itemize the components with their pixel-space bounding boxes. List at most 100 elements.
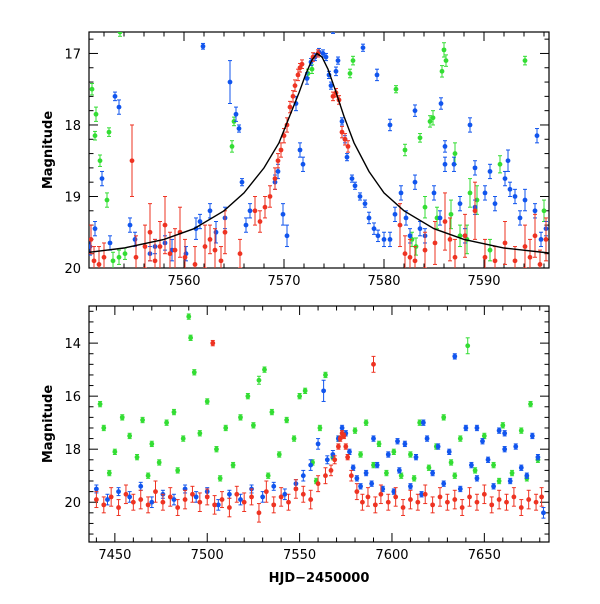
data-point xyxy=(323,54,329,60)
data-point xyxy=(354,489,360,495)
data-point xyxy=(108,494,114,500)
data-point xyxy=(117,32,123,35)
data-point xyxy=(352,428,358,434)
data-point xyxy=(97,401,103,407)
data-point xyxy=(532,233,538,239)
data-point xyxy=(452,497,458,502)
data-point xyxy=(278,494,284,500)
data-point xyxy=(441,481,447,487)
data-point xyxy=(384,470,389,476)
data-point xyxy=(123,491,129,497)
data-point xyxy=(518,465,524,471)
data-point xyxy=(280,211,286,217)
data-point xyxy=(160,499,166,505)
data-point xyxy=(408,483,413,489)
data-point xyxy=(480,438,485,444)
data-point xyxy=(138,497,144,502)
data-point xyxy=(156,460,162,465)
data-point xyxy=(335,58,341,64)
y-axis-label: Magnitude xyxy=(41,111,56,190)
y-tick-label: 20 xyxy=(64,496,81,511)
data-point xyxy=(96,262,102,267)
data-point xyxy=(157,244,163,249)
data-point xyxy=(172,247,178,253)
data-point xyxy=(142,244,148,249)
data-point xyxy=(507,478,513,484)
data-point xyxy=(127,222,133,228)
data-point xyxy=(462,233,468,239)
series-blue xyxy=(93,353,546,519)
data-point xyxy=(292,83,298,89)
data-point xyxy=(347,71,353,76)
data-point xyxy=(496,497,502,502)
data-point xyxy=(304,76,310,81)
data-point xyxy=(197,430,203,436)
data-point xyxy=(343,444,349,449)
data-point xyxy=(219,497,225,502)
data-point xyxy=(267,194,273,199)
data-point xyxy=(393,494,399,500)
data-point xyxy=(420,420,426,426)
data-point xyxy=(91,258,97,264)
data-point xyxy=(481,433,487,439)
data-point xyxy=(249,494,254,500)
data-point xyxy=(348,473,354,479)
data-point xyxy=(180,436,186,441)
data-point xyxy=(182,497,188,502)
data-point xyxy=(431,190,437,196)
data-point xyxy=(408,452,413,457)
data-point xyxy=(412,179,418,185)
data-point xyxy=(333,68,339,74)
data-point xyxy=(427,118,433,124)
data-point xyxy=(411,475,417,481)
data-point xyxy=(504,499,509,505)
model-curve xyxy=(89,52,549,254)
data-point xyxy=(323,473,328,479)
data-point xyxy=(271,483,277,489)
data-point xyxy=(233,111,239,117)
data-point xyxy=(481,491,487,497)
data-point xyxy=(93,486,99,492)
data-point xyxy=(260,494,266,500)
y-tick-label: 16 xyxy=(64,390,81,405)
data-point xyxy=(538,236,544,242)
data-point xyxy=(417,226,423,232)
data-point xyxy=(345,144,351,149)
data-point xyxy=(497,161,503,167)
data-point xyxy=(363,420,369,426)
data-point xyxy=(422,491,428,497)
data-point xyxy=(391,449,397,455)
data-point xyxy=(465,343,471,349)
data-point xyxy=(164,420,169,426)
data-point xyxy=(372,502,378,508)
data-point xyxy=(245,393,251,399)
data-point xyxy=(241,499,247,505)
data-point xyxy=(396,468,402,473)
data-point xyxy=(182,254,188,260)
data-point xyxy=(366,215,372,221)
data-point xyxy=(467,122,473,128)
data-point xyxy=(116,505,121,510)
data-point xyxy=(321,388,327,394)
series-red xyxy=(93,339,545,523)
x-axis-label: HJD−2450000 xyxy=(269,571,370,586)
plot-frame xyxy=(88,305,550,543)
data-point xyxy=(282,491,288,497)
data-point xyxy=(190,491,195,497)
data-point xyxy=(350,58,356,64)
data-point xyxy=(491,483,496,489)
y-tick-label: 18 xyxy=(64,443,81,458)
data-point xyxy=(324,457,330,463)
data-point xyxy=(297,147,303,153)
data-point xyxy=(230,462,236,468)
data-point xyxy=(352,183,358,189)
data-point xyxy=(262,367,267,373)
data-point xyxy=(119,414,125,420)
data-point xyxy=(207,236,213,242)
data-point xyxy=(275,169,281,174)
data-point xyxy=(105,497,110,502)
data-point xyxy=(347,449,352,455)
data-point xyxy=(371,462,376,468)
data-point xyxy=(398,190,404,196)
data-point xyxy=(432,240,438,246)
